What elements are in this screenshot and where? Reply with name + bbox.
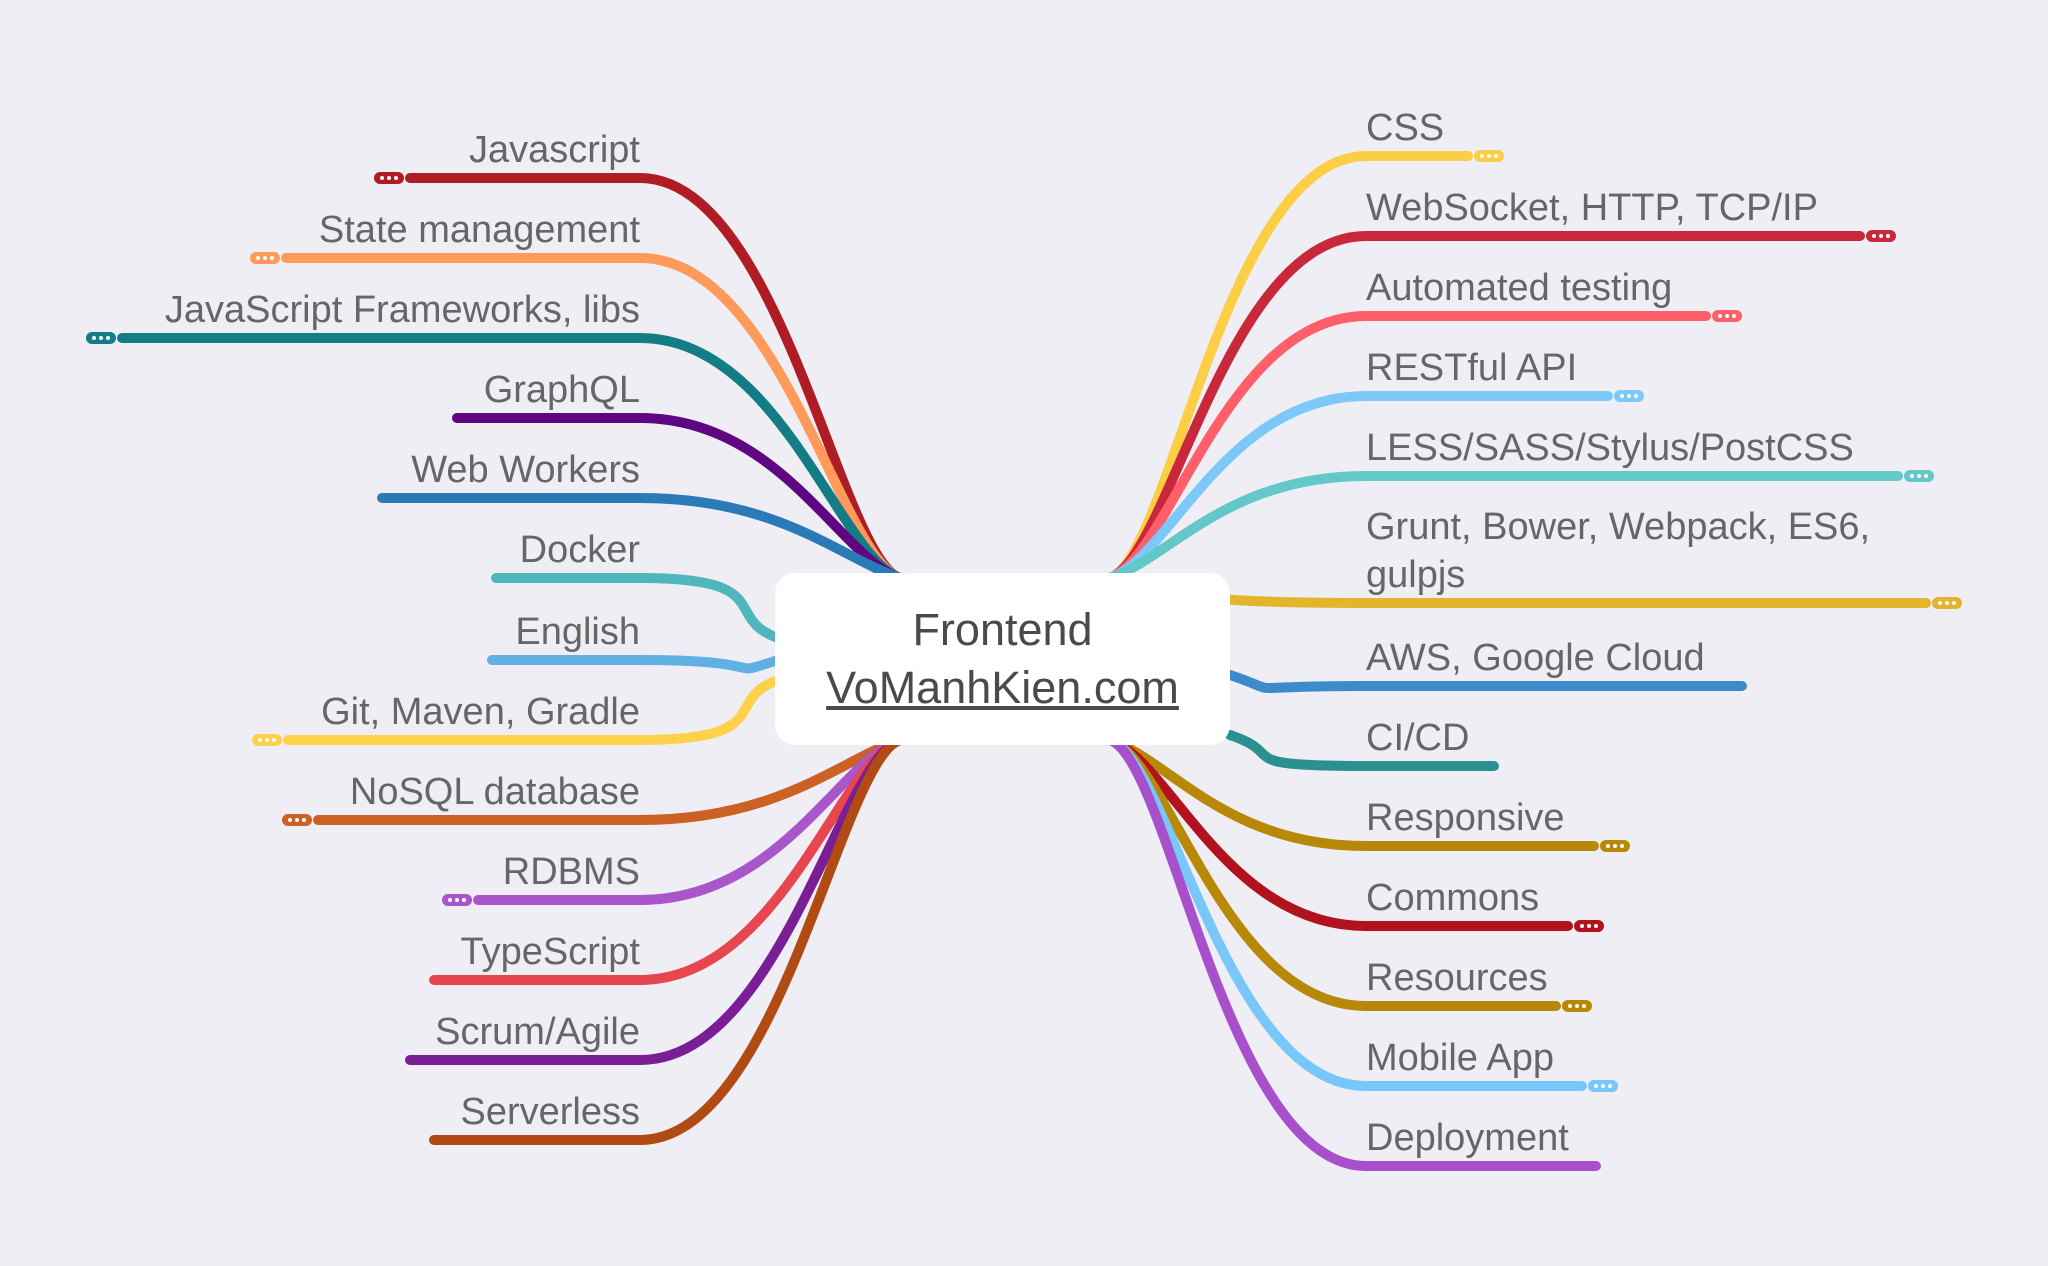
branch-line-right-4: [1105, 471, 1903, 583]
branch-line-left-5: [491, 573, 785, 644]
branch-label-left[interactable]: Serverless: [460, 1091, 641, 1133]
branch-label-right[interactable]: CI/CD: [1366, 717, 1470, 759]
branch-line-right-6: [1225, 670, 1747, 694]
branch-label-right[interactable]: RESTful API: [1366, 347, 1578, 389]
root-title: Frontend: [912, 604, 1093, 655]
branch-label-right[interactable]: Deployment: [1366, 1117, 1569, 1159]
expand-more-button-left[interactable]: [282, 814, 312, 826]
branch-line-left-7: [283, 674, 785, 745]
branch-label-right[interactable]: AWS, Google Cloud: [1366, 637, 1705, 679]
expand-more-button-right[interactable]: [1574, 920, 1604, 932]
branch-label-right[interactable]: Mobile App: [1366, 1037, 1555, 1079]
branch-line-right-7: [1225, 730, 1499, 771]
expand-more-button-left[interactable]: [86, 332, 116, 344]
expand-more-button-left[interactable]: [250, 252, 280, 264]
branch-label-right[interactable]: CSS: [1366, 107, 1445, 149]
branch-label-left[interactable]: Scrum/Agile: [435, 1011, 640, 1053]
branch-label-right[interactable]: Resources: [1366, 957, 1548, 999]
branch-label-left[interactable]: English: [515, 611, 640, 653]
branch-label-left[interactable]: JavaScript Frameworks, libs: [164, 289, 640, 331]
branch-label-right[interactable]: LESS/SASS/Stylus/PostCSS: [1366, 427, 1854, 469]
expand-more-button-right[interactable]: [1474, 150, 1504, 162]
expand-more-button-right[interactable]: [1866, 230, 1896, 242]
branch-label-right[interactable]: WebSocket, HTTP, TCP/IP: [1366, 187, 1818, 229]
branch-label-left[interactable]: Docker: [519, 529, 640, 571]
expand-more-button-right[interactable]: [1600, 840, 1630, 852]
root-link[interactable]: VoManhKien.com: [826, 662, 1179, 713]
branch-label-left[interactable]: Web Workers: [411, 449, 640, 491]
expand-more-button-right[interactable]: [1904, 470, 1934, 482]
expand-more-button-right[interactable]: [1588, 1080, 1618, 1092]
branch-line-left-4: [377, 493, 905, 583]
branch-label-left[interactable]: Git, Maven, Gradle: [321, 691, 640, 733]
branch-label-left[interactable]: TypeScript: [460, 931, 640, 973]
expand-more-button-left[interactable]: [442, 894, 472, 906]
branch-line-left-6: [487, 654, 785, 674]
root-node[interactable]: Frontend VoManhKien.com: [775, 573, 1230, 745]
branch-label-left[interactable]: RDBMS: [502, 851, 640, 893]
expand-more-button-left[interactable]: [252, 734, 282, 746]
expand-more-button-right[interactable]: [1932, 597, 1962, 609]
branch-label-left[interactable]: GraphQL: [483, 369, 640, 411]
branch-line-right-12: [1105, 735, 1601, 1171]
expand-more-button-right[interactable]: [1614, 390, 1644, 402]
branch-label-right[interactable]: Automated testing: [1366, 267, 1673, 309]
branch-label-left[interactable]: State management: [318, 209, 640, 251]
branch-label-left[interactable]: NoSQL database: [349, 771, 640, 813]
branch-label-left[interactable]: Javascript: [468, 129, 640, 171]
branch-label-right[interactable]: Commons: [1366, 877, 1540, 919]
branch-label-right[interactable]: Grunt, Bower, Webpack, ES6, gulpjs: [1366, 506, 1871, 596]
expand-more-button-right[interactable]: [1712, 310, 1742, 322]
branch-line-left-12: [429, 735, 905, 1145]
expand-more-button-left[interactable]: [374, 172, 404, 184]
branch-label-right[interactable]: Responsive: [1366, 797, 1565, 839]
expand-more-button-right[interactable]: [1562, 1000, 1592, 1012]
